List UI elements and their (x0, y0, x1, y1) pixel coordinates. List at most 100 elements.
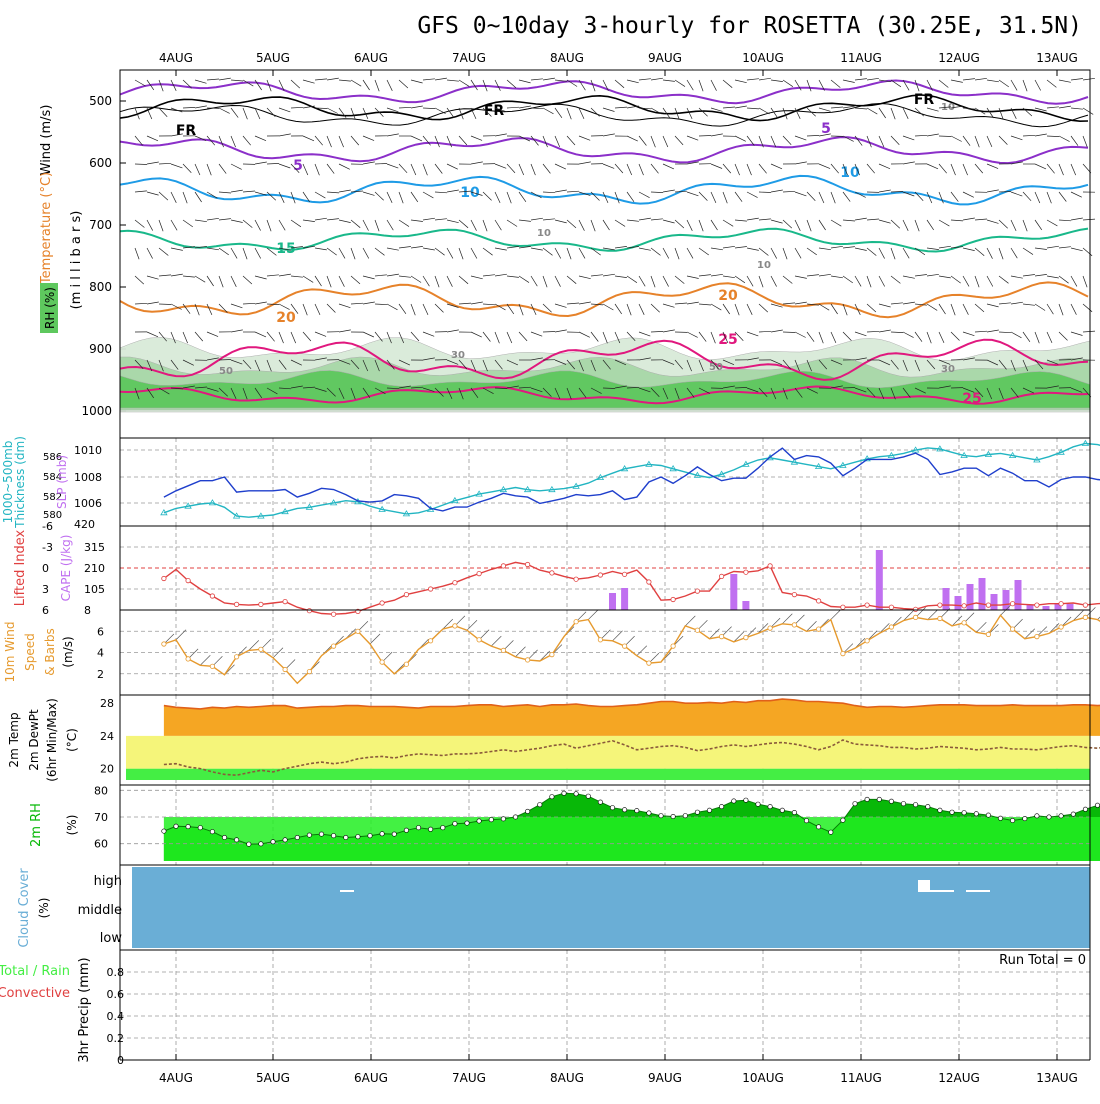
upper-wind-barb (543, 78, 555, 80)
rh2m-point-66 (962, 811, 966, 815)
upper-wind-barb (807, 332, 814, 342)
upper-wind-barb (903, 276, 915, 278)
pressure-tick-3: 800 (89, 280, 112, 294)
upper-wind-barb (891, 303, 903, 304)
upper-wind-barb (879, 330, 891, 332)
upper-wind-barb (651, 192, 663, 193)
upper-wind-barb (759, 304, 768, 312)
upper-wind-barb (915, 275, 927, 277)
upper-wind-barb (399, 107, 411, 108)
upper-wind-barb (879, 136, 884, 147)
rh2m-point-45 (707, 808, 711, 812)
upper-wind-barb (735, 164, 740, 175)
upper-wind-barb (423, 79, 435, 80)
upper-wind-barb (639, 164, 644, 175)
upper-wind-barb (279, 274, 291, 276)
upper-wind-barb (1083, 136, 1087, 147)
upper-wind-barb (1071, 136, 1078, 146)
rh2m-point-48 (744, 798, 748, 802)
upper-wind-barb (183, 107, 195, 108)
rh2m-point-65 (950, 810, 954, 814)
upper-wind-barb (951, 304, 955, 315)
upper-wind-barb (207, 248, 219, 250)
upper-wind-barb (855, 79, 867, 80)
rh2m-point-72 (1035, 814, 1039, 818)
upper-wind-barb (651, 136, 655, 147)
upper-wind-barb (399, 304, 406, 314)
upper-wind-barb (831, 304, 838, 314)
upper-wind-barb (735, 247, 747, 249)
upper-wind-barb (651, 248, 661, 255)
rh2m-point-34 (574, 792, 578, 796)
upper-wind-barb (999, 248, 1003, 259)
upper-wind-barb (771, 164, 782, 169)
upper-wind-barb (483, 248, 493, 255)
upper-wind-barb (699, 192, 707, 201)
wind-barb-67 (976, 622, 986, 632)
rh2m-point-43 (683, 814, 687, 818)
upper-wind-barb (663, 330, 675, 332)
wind10-series-point-54 (816, 627, 820, 631)
wind10-series-point-32 (550, 652, 554, 656)
rh2m-point-55 (829, 830, 833, 834)
upper-wind-barb (303, 80, 315, 83)
upper-wind-barb (663, 304, 675, 307)
upper-wind-barb (1059, 106, 1071, 108)
upper-wind-barb (1071, 304, 1076, 315)
upper-wind-barb (207, 79, 219, 80)
upper-wind-barb (1083, 304, 1092, 312)
upper-wind-barb (975, 136, 979, 147)
wind10-series-point-16 (356, 629, 360, 633)
upper-wind-barb (963, 248, 975, 251)
upper-wind-barb (675, 80, 685, 87)
upper-wind-barb (651, 219, 663, 220)
upper-wind-barb (279, 192, 284, 203)
upper-wind-barb (603, 274, 615, 276)
upper-wind-barb (411, 136, 422, 141)
upper-wind-barb (795, 332, 806, 338)
rh2m-point-4 (210, 830, 214, 834)
upper-wind-barb (555, 220, 567, 223)
lifted-series-point-34 (574, 577, 578, 581)
lifted-series-point-44 (695, 589, 699, 593)
wind10-series-point-74 (1059, 625, 1063, 629)
upper-wind-barb (327, 136, 332, 147)
upper-wind-barb (795, 220, 800, 231)
upper-wind-barb (267, 192, 276, 200)
upper-wind-barb (471, 136, 482, 140)
upper-wind-barb (615, 80, 624, 88)
isotherm-label-16: 30 (941, 364, 955, 375)
lifted-series-point-38 (622, 572, 626, 576)
rh2m-point-71 (1023, 816, 1027, 820)
upper-wind-barb (711, 220, 718, 230)
lifted-series-point-74 (1059, 602, 1063, 606)
wind10-series-line (164, 615, 1100, 683)
wind10-series-point-62 (913, 615, 917, 619)
upper-wind-barb (435, 276, 439, 287)
upper-wind-barb (747, 248, 759, 250)
cape-bar-59 (876, 550, 883, 610)
rh2m-point-41 (659, 814, 663, 818)
upper-wind-barb (1035, 274, 1047, 276)
upper-wind-barb (999, 80, 1009, 87)
rh2m-point-33 (562, 791, 566, 795)
upper-wind-barb (447, 136, 452, 147)
upper-wind-barb (603, 108, 615, 112)
upper-wind-barb (423, 192, 433, 198)
upper-wind-barb (543, 192, 555, 193)
upper-wind-barb (903, 162, 915, 164)
rh2m-point-8 (259, 842, 263, 846)
upper-wind-barb (255, 220, 261, 231)
upper-wind-barb (159, 248, 168, 256)
upper-wind-barb (375, 275, 387, 276)
isotherm-5-upper (120, 81, 1088, 104)
cape-bar-late-10 (1067, 604, 1074, 610)
upper-wind-barb (543, 219, 555, 220)
upper-wind-barb (207, 332, 218, 337)
upper-wind-barb (687, 220, 692, 231)
upper-wind-barb (375, 80, 379, 91)
upper-wind-barb (387, 164, 398, 168)
upper-wind-barb (867, 331, 879, 332)
cape-bar-late-1 (955, 596, 962, 610)
lifted-series-point-68 (986, 603, 990, 607)
